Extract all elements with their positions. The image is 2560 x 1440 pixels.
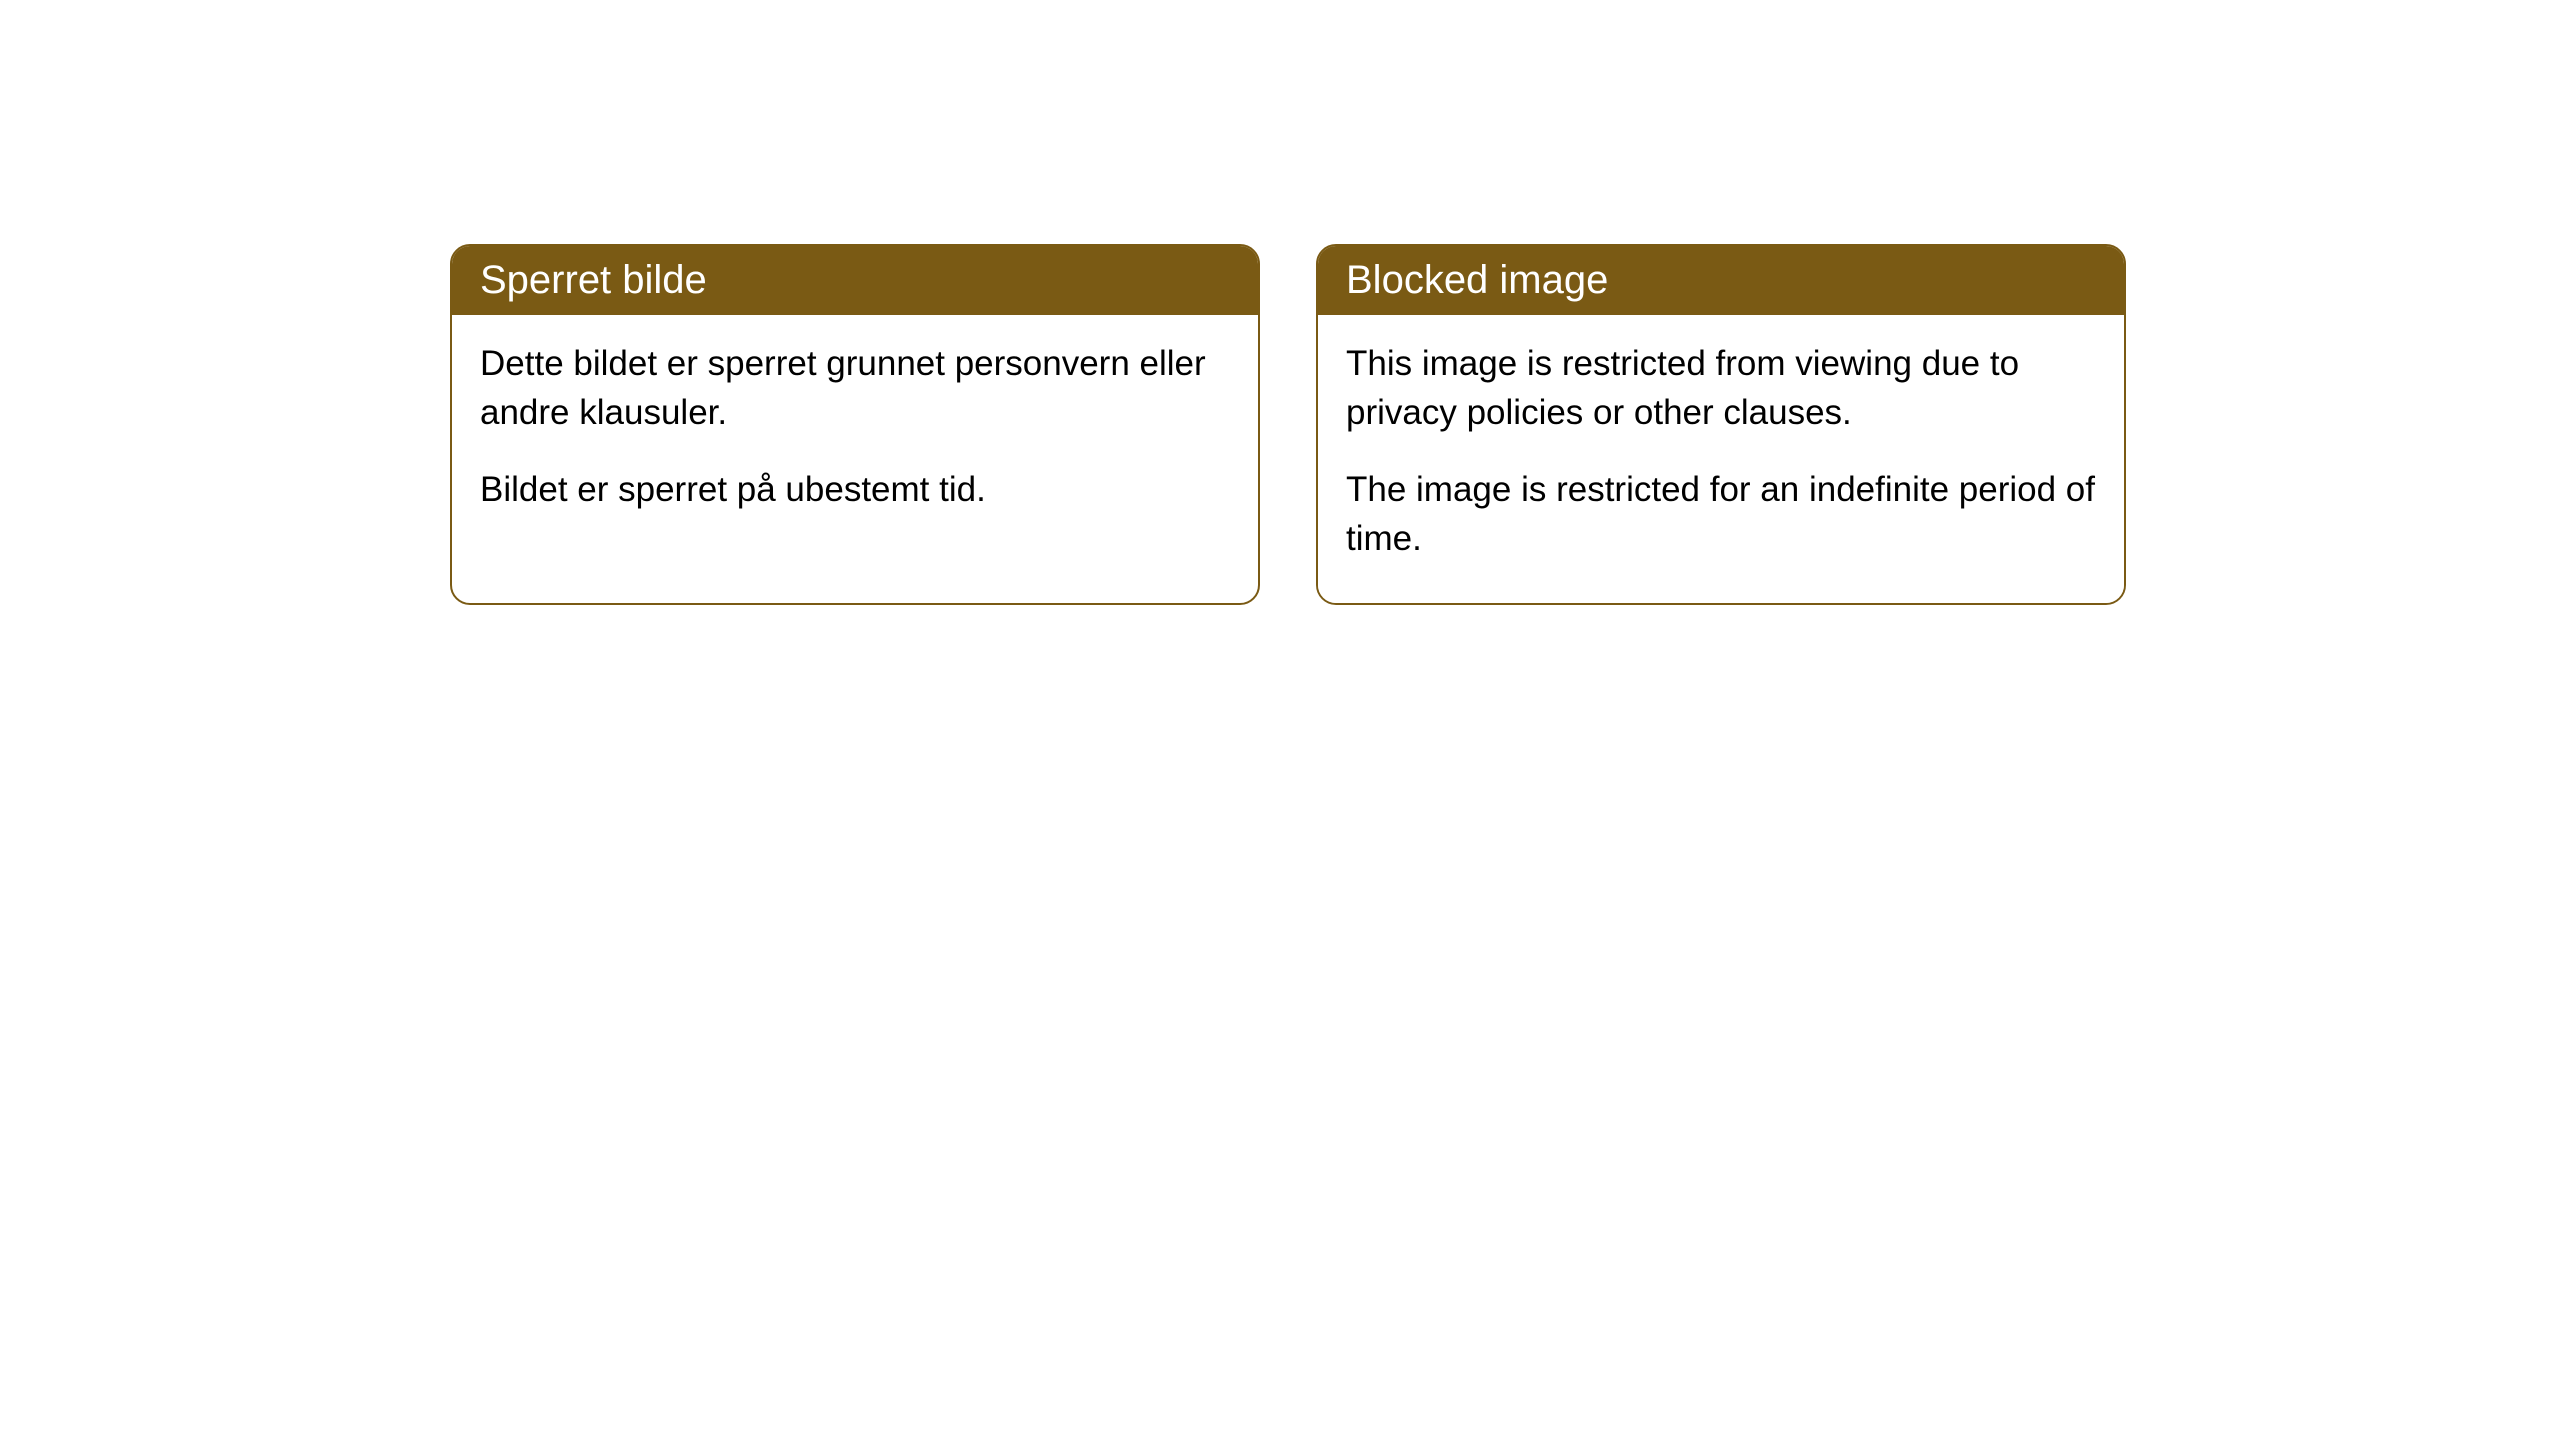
blocked-image-card-en: Blocked image This image is restricted f… [1316, 244, 2126, 605]
card-body: Dette bildet er sperret grunnet personve… [452, 315, 1258, 554]
card-paragraph-2: Bildet er sperret på ubestemt tid. [480, 465, 1230, 514]
card-paragraph-1: This image is restricted from viewing du… [1346, 339, 2096, 437]
card-header: Sperret bilde [452, 246, 1258, 315]
card-body: This image is restricted from viewing du… [1318, 315, 2124, 603]
card-header: Blocked image [1318, 246, 2124, 315]
blocked-image-card-no: Sperret bilde Dette bildet er sperret gr… [450, 244, 1260, 605]
card-paragraph-2: The image is restricted for an indefinit… [1346, 465, 2096, 563]
cards-container: Sperret bilde Dette bildet er sperret gr… [450, 244, 2126, 605]
card-title: Sperret bilde [480, 258, 707, 302]
card-paragraph-1: Dette bildet er sperret grunnet personve… [480, 339, 1230, 437]
card-title: Blocked image [1346, 258, 1608, 302]
